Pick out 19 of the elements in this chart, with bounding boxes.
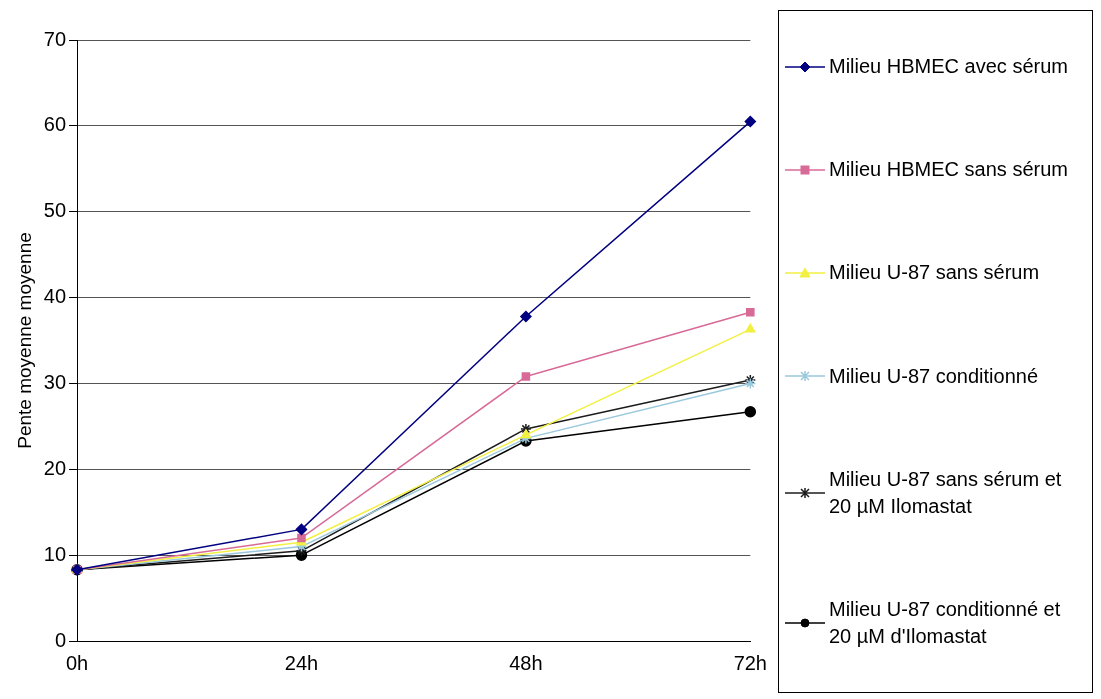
legend-label: Milieu U-87 conditionné et 20 µM d'Ilomastat xyxy=(829,596,1062,649)
x-tick-label: 48h xyxy=(509,651,543,674)
x-tick-label: 24h xyxy=(284,651,319,674)
y-tick-label: 0 xyxy=(54,628,67,651)
legend-label: Milieu HBMEC avec sérum xyxy=(829,54,1068,80)
y-axis-title: Pente moyenne moyenne xyxy=(13,232,35,449)
y-tick-label: 50 xyxy=(43,199,67,222)
legend-label: Milieu U-87 conditionné xyxy=(829,363,1039,389)
x-tick-label: 72h xyxy=(733,651,767,674)
y-tick-label: 10 xyxy=(43,542,67,565)
legend-label: Milieu U-87 sans sérum xyxy=(829,260,1040,286)
y-tick-label: 70 xyxy=(43,27,67,50)
y-tick-label: 20 xyxy=(43,456,67,479)
legend-label: Milieu HBMEC sans sérum xyxy=(829,157,1068,183)
legend-label: Milieu U-87 sans sérum et 20 µM Ilomastat xyxy=(829,466,1063,519)
y-tick-label: 40 xyxy=(43,285,67,308)
y-tick-label: 30 xyxy=(43,370,67,393)
y-tick-label: 60 xyxy=(43,113,67,136)
x-tick-label: 0h xyxy=(65,651,89,674)
